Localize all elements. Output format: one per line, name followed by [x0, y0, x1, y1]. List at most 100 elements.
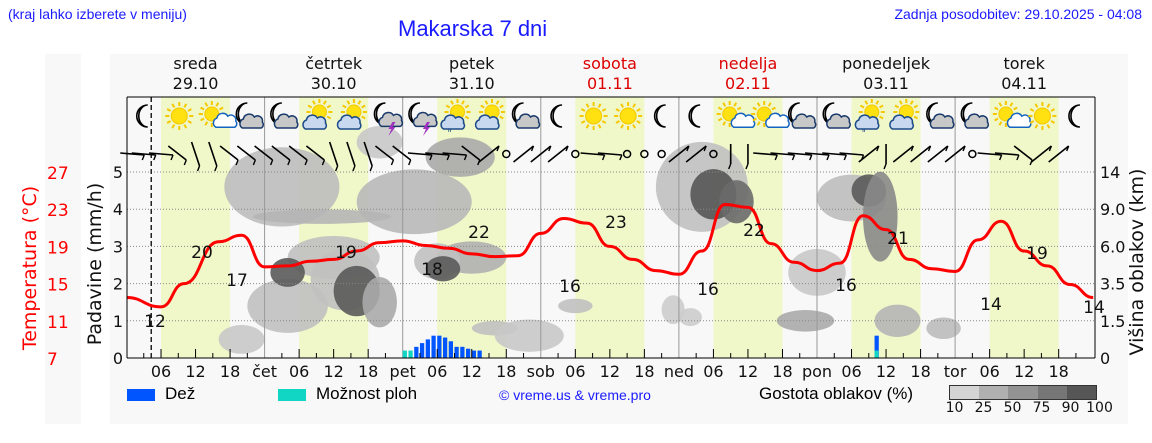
temp-label: 14: [1083, 298, 1105, 318]
cloud-blob: [253, 209, 392, 224]
wind-barb-icon: [547, 145, 569, 163]
cloud-height-tick: 6.0: [1100, 237, 1125, 256]
cloud-blob: [247, 278, 328, 333]
temp-label: 21: [887, 229, 909, 249]
day-date: 03.11: [863, 74, 909, 93]
cloud-blob: [356, 169, 472, 235]
legend-rain: Dež: [127, 384, 195, 404]
wind-barb-icon: [131, 152, 156, 156]
page-title: Makarska 7 dni: [398, 16, 548, 41]
precip-tick: 3: [113, 237, 123, 256]
precip-bar: [465, 348, 471, 358]
temp-tick: 23: [47, 201, 69, 221]
wind-barb-icon: [271, 145, 291, 161]
wind-barb-icon: [236, 145, 256, 161]
hour-label: 12: [600, 362, 620, 381]
temp-axis-label: Temperatura (°C): [19, 186, 41, 351]
lightning-icon: [388, 122, 396, 136]
day-name: četrtek: [305, 54, 363, 73]
precip-bar: [454, 346, 459, 358]
calm-wind-icon: [640, 149, 649, 159]
wind-barb-icon: [425, 152, 450, 156]
day-date: 30.10: [311, 74, 357, 93]
day-abbr: pet: [390, 362, 416, 381]
precip-bar: [477, 350, 482, 358]
temp-label: 20: [191, 243, 213, 263]
density-tick: 75: [1032, 400, 1051, 416]
hour-label: 06: [565, 362, 585, 381]
cloud-axis-label: Višina oblakov (km): [1126, 169, 1148, 356]
copyright-link[interactable]: © vreme.us & vreme.pro: [499, 387, 651, 403]
temp-tick: 11: [47, 313, 69, 333]
temp-tick: 7: [47, 350, 58, 370]
precip-tick: 1: [113, 312, 123, 331]
daylight-band: [161, 97, 231, 358]
precip-tick: 4: [113, 200, 123, 219]
hour-label: 18: [634, 362, 654, 381]
hour-label: 12: [738, 362, 758, 381]
day-name: petek: [449, 54, 495, 73]
wind-barb-icon: [530, 145, 552, 163]
temp-label: 14: [980, 295, 1002, 315]
rain-drops-icon: ": [447, 129, 451, 139]
rain-swatch: [127, 388, 155, 401]
hour-label: 06: [289, 362, 309, 381]
day-date: 29.10: [173, 74, 219, 93]
day-date: 01.11: [587, 74, 633, 93]
temperature-axis-panel: [45, 54, 81, 424]
precip-axis-label: Padavine (mm/h): [84, 183, 106, 346]
cloud-icon: [730, 112, 756, 128]
legend-showers: Možnost ploh: [278, 384, 417, 404]
wind-barb-icon: [346, 141, 356, 167]
cloud-blob: [425, 256, 461, 282]
cloud-blob: [218, 325, 265, 354]
precip-bar: [471, 350, 477, 358]
hour-label: 18: [910, 362, 930, 381]
precip-bar: [419, 343, 425, 358]
temperature-curve: [126, 203, 1094, 309]
wind-barb-icon: [254, 145, 274, 161]
day-abbr: čet: [252, 362, 277, 381]
moon-icon: [653, 104, 666, 128]
wind-barb-icon: [392, 145, 412, 161]
wind-barb-icon: [219, 145, 239, 161]
moon-icon: [1068, 104, 1081, 128]
wind-barb-icon: [787, 152, 812, 156]
hour-label: 06: [703, 362, 723, 381]
cloud-density-label: Gostota oblakov (%): [759, 384, 914, 403]
wind-barb-icon: [148, 152, 174, 156]
wind-barb-icon: [478, 145, 500, 163]
wind-barb-icon: [305, 145, 325, 161]
hour-label: 18: [496, 362, 516, 381]
hour-label: 12: [1014, 362, 1034, 381]
precip-bar: [408, 350, 413, 358]
wind-barb-icon: [407, 152, 433, 156]
calm-wind-icon: [502, 149, 511, 159]
density-tick: 100: [1086, 400, 1113, 416]
day-abbr: sob: [527, 362, 555, 381]
calm-wind-icon: [571, 149, 580, 159]
cloud-blob: [224, 147, 340, 227]
wind-barb-icon: [374, 145, 394, 161]
precip-bar: [431, 335, 436, 358]
sun-icon: [751, 101, 778, 127]
wind-barb-icon: [927, 145, 949, 163]
hour-label: 12: [462, 362, 482, 381]
moon-icon: [550, 104, 563, 128]
location-hint[interactable]: (kraj lahko izberete v meniju): [8, 6, 187, 22]
precip-bar: [448, 341, 453, 358]
day-date: 02.11: [725, 74, 771, 93]
cloud-blob: [558, 298, 593, 314]
temp-tick: 27: [47, 164, 69, 184]
cloud-height-tick: 14: [1100, 163, 1120, 182]
cloud-icon: [302, 114, 328, 130]
wind-barb-icon: [839, 152, 864, 156]
cloud-icon: [474, 114, 500, 130]
cloud-icon: [239, 113, 265, 129]
wind-barb-icon: [442, 152, 467, 156]
temp-tick: 15: [47, 276, 69, 296]
daylight-band: [989, 97, 1059, 358]
wind-barb-icon: [208, 141, 218, 167]
showers-swatch: [278, 388, 306, 401]
